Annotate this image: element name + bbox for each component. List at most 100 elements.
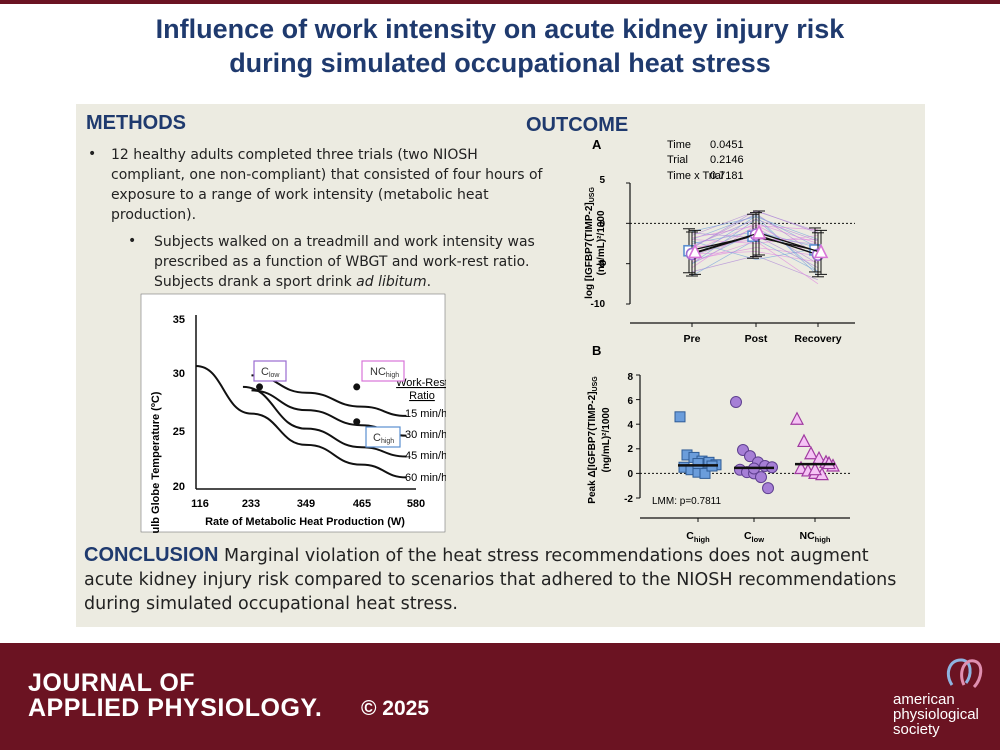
panel-b-label: B (592, 343, 601, 358)
nchigh-label: NChigh (370, 366, 399, 379)
bullet-2-line-3: Subjects drank a sport drink ad libitum. (154, 274, 432, 290)
b-data-point (744, 450, 756, 463)
b-ytick-4: 4 (627, 420, 633, 431)
b-ylabel-1: Peak Δ[IGFBP7(TIMP-2]USG (587, 376, 599, 504)
conclusion-line-3: during simulated occupational heat stres… (84, 594, 458, 614)
wbgt-xtick-580: 580 (407, 498, 425, 510)
a-ytick-neg10: -10 (591, 299, 606, 310)
a-xtick-pre: Pre (684, 333, 701, 345)
wbgt-trial-point (256, 383, 264, 391)
b-ytick-neg2: -2 (624, 494, 633, 505)
b-ylabel-2: (ng/mL)²/1000 (601, 407, 612, 472)
b-data-point (804, 445, 818, 460)
b-data-point (808, 461, 822, 476)
wbgt-trial-point (353, 383, 361, 391)
stat-value-interaction: 0.7181 (710, 170, 744, 182)
b-data-point (762, 482, 774, 495)
wbgt-curve-4 (195, 365, 407, 479)
top-accent-bar (0, 0, 1000, 4)
a-ylabel-1: log [IGFBP7(TIMP-2]USG (584, 187, 596, 299)
wbgt-xlabel: Rate of Metabolic Heat Production (W) (205, 516, 405, 528)
clow-label-box (253, 360, 287, 382)
outcome-chart-a: A Time 0.0451 Trial 0.2146 Time x Trial … (584, 137, 855, 345)
a-mean-marker (751, 224, 767, 239)
a-ytick-neg5: -5 (596, 259, 605, 270)
bullet-dot: • (88, 146, 97, 162)
wbgt-xtick-233: 233 (242, 498, 260, 510)
wbgt-curve-1 (251, 374, 407, 417)
wbgt-ytick-35: 35 (173, 314, 185, 326)
society-name: american physiological society (893, 691, 979, 738)
chart-a-plot-area (626, 182, 855, 327)
b-data-point (794, 460, 808, 475)
wbgt-curve-3 (242, 385, 407, 458)
b-data-point (699, 467, 711, 479)
methods-heading: METHODS (86, 112, 186, 134)
wbgt-ytick-25: 25 (173, 426, 185, 438)
wbgt-ytick-30: 30 (173, 368, 185, 380)
a-xtick-recovery: Recovery (794, 333, 841, 345)
b-data-point (674, 411, 686, 423)
bullet-1-line-4: production). (111, 207, 197, 223)
bullet-1-line-1: 12 healthy adults completed three trials… (111, 147, 478, 163)
a-individual-trace (691, 210, 819, 249)
chart-b-plot-area (636, 374, 850, 522)
a-ytick-0: 0 (599, 219, 605, 230)
conclusion: CONCLUSION Marginal violation of the hea… (84, 543, 904, 616)
lmm-stat: LMM: p=0.7811 (652, 496, 721, 507)
outcome-chart-b: B 8 6 4 2 0 -2 LMM: p=0.7811 Chigh Clow … (587, 343, 850, 544)
society-logo-icon (946, 658, 983, 689)
wbgt-chart: Wet Bulb Globe Temperature (ºC) Rate of … (140, 293, 446, 533)
conclusion-line-2: acute kidney injury risk compared to sce… (84, 570, 897, 590)
b-xtick-chigh: Chigh (686, 530, 710, 544)
wbgt-xtick-349: 349 (297, 498, 315, 510)
b-ytick-6: 6 (627, 396, 633, 407)
title-line-2: during simulated occupational heat stres… (229, 48, 771, 78)
b-data-point (822, 455, 836, 470)
a-mean-marker (687, 243, 703, 259)
bullet-1-line-2: compliant, one non-compliant) that consi… (111, 167, 543, 183)
b-ytick-2: 2 (627, 444, 633, 455)
wbgt-curve-label-15: 15 min/h (405, 408, 446, 420)
page-title: Influence of work intensity on acute kid… (0, 12, 1000, 80)
conclusion-label: CONCLUSION (84, 544, 219, 566)
wbgt-curve-label-30: 30 min/h (405, 429, 446, 441)
wbgt-ylabel: Wet Bulb Globe Temperature (ºC) (150, 391, 162, 533)
wbgt-xtick-116: 116 (191, 498, 209, 510)
stat-value-trial: 0.2146 (710, 154, 744, 166)
panel-a-label: A (592, 137, 602, 152)
wbgt-trial-point (353, 418, 361, 426)
wbgt-chart-background (140, 293, 446, 533)
journal-logo: JOURNAL OF APPLIED PHYSIOLOGY. (28, 669, 323, 722)
b-xtick-nchigh: NChigh (800, 530, 831, 544)
chigh-label: Chigh (373, 432, 394, 445)
wbgt-xtick-465: 465 (353, 498, 371, 510)
b-data-point (692, 458, 704, 470)
a-ytick-5: 5 (599, 175, 605, 186)
wbgt-legend-title-2: Ratio (409, 390, 435, 402)
b-ytick-0: 0 (627, 469, 633, 480)
conclusion-line-1: CONCLUSION Marginal violation of the hea… (84, 544, 869, 566)
clow-label: Clow (261, 366, 280, 379)
outcome-heading: OUTCOME (526, 114, 629, 136)
bullet-2-line-1: Subjects walked on a treadmill and work … (154, 234, 535, 250)
stat-label-interaction: Time x Trial (667, 170, 723, 182)
wbgt-ytick-20: 20 (173, 481, 185, 493)
b-xtick-clow: Clow (744, 530, 764, 544)
stat-label-trial: Trial (667, 154, 688, 166)
chigh-label-box (365, 426, 401, 448)
a-ylabel-2: (ng/mL)²/1000 (596, 210, 607, 275)
a-xtick-post: Post (745, 333, 768, 345)
b-data-point (730, 396, 742, 409)
stat-value-time: 0.0451 (710, 139, 744, 151)
b-data-point (797, 433, 811, 448)
b-data-point (755, 471, 767, 484)
b-data-point (790, 411, 804, 425)
wbgt-legend-title-1: Work-Rest (396, 377, 446, 389)
nchigh-label-box (361, 360, 405, 382)
wbgt-curve-label-60: 60 min/h (405, 472, 446, 484)
wbgt-curve-label-45: 45 min/h (405, 450, 446, 462)
bullet-dot: • (128, 233, 137, 249)
bullet-2-line-2: prescribed as a function of WBGT and wor… (154, 254, 530, 270)
stat-label-time: Time (667, 139, 691, 151)
